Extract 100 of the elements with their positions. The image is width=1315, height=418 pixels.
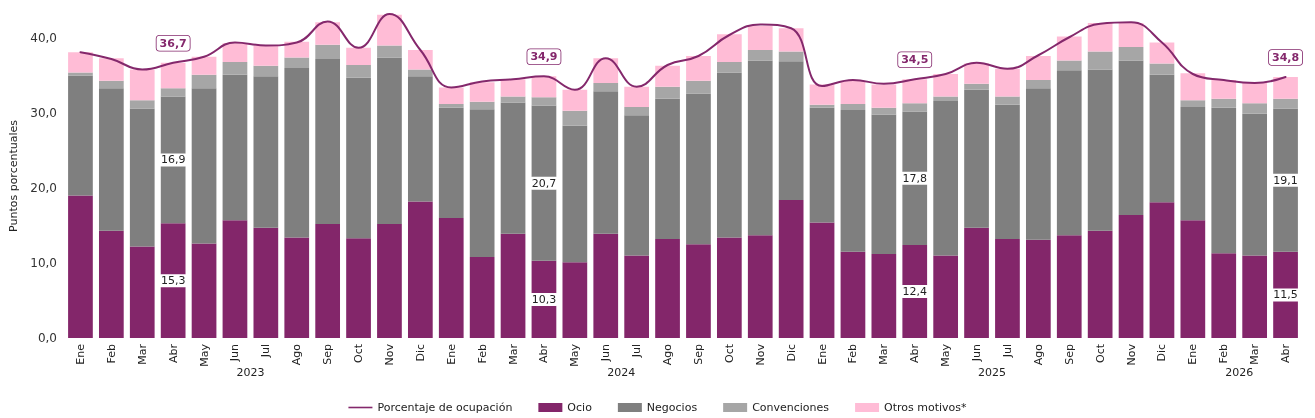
legend-label: Porcentaje de ocupación xyxy=(377,401,513,414)
bar xyxy=(1118,60,1144,215)
bar xyxy=(469,101,495,110)
bar xyxy=(191,243,217,338)
bar xyxy=(68,195,93,338)
bar xyxy=(778,28,804,52)
bar xyxy=(500,233,526,338)
bar xyxy=(253,45,279,66)
bar xyxy=(469,82,495,102)
x-tick-label: Nov xyxy=(1124,343,1138,366)
x-tick-label: Ago xyxy=(290,343,304,366)
data-label: 34,9 xyxy=(530,50,558,64)
bar xyxy=(1149,74,1175,203)
bar xyxy=(995,239,1020,338)
bar xyxy=(68,52,93,73)
bar xyxy=(655,98,680,239)
text: 2025 xyxy=(978,365,1006,379)
bar xyxy=(253,227,279,338)
bar xyxy=(809,84,835,105)
bar xyxy=(1025,239,1051,338)
bar xyxy=(284,237,310,338)
bar xyxy=(438,107,464,218)
bar xyxy=(129,108,155,247)
x-tick-label: Abr xyxy=(908,343,922,364)
y-tick-label: 0,0 xyxy=(37,331,57,345)
bar xyxy=(624,86,650,107)
bar xyxy=(253,65,279,77)
x-tick-label: Jun xyxy=(228,343,242,363)
bar xyxy=(438,218,464,338)
bar xyxy=(840,251,866,338)
bar xyxy=(655,239,680,338)
bar xyxy=(593,233,619,338)
bar xyxy=(778,61,804,200)
bar xyxy=(840,110,866,252)
x-tick-label: Feb xyxy=(846,343,860,364)
data-label: 17,8 xyxy=(902,171,927,185)
x-tick-label: Ene xyxy=(73,343,87,365)
bar xyxy=(253,76,279,228)
x-tick-label: Sep xyxy=(321,343,335,365)
bar xyxy=(1025,88,1051,240)
x-tick-label: Nov xyxy=(382,343,396,366)
bar xyxy=(871,114,897,254)
bar xyxy=(624,107,650,116)
bar xyxy=(346,47,371,65)
x-tick-label: Jun xyxy=(599,343,613,363)
bar xyxy=(1056,36,1082,61)
x-tick-label: Ene xyxy=(815,343,829,365)
bar xyxy=(995,96,1020,105)
bar xyxy=(191,88,217,244)
bar xyxy=(1180,73,1206,101)
x-tick-label: Abr xyxy=(1279,343,1293,364)
bar xyxy=(315,44,341,59)
bar xyxy=(438,104,464,108)
bar xyxy=(1118,47,1144,61)
x-tick-label: Mar xyxy=(1248,343,1262,365)
bar xyxy=(1056,235,1082,338)
bar xyxy=(871,84,897,108)
x-tick-label: May xyxy=(939,343,953,367)
x-tick-label: Mar xyxy=(877,343,891,365)
x-tick-label: Sep xyxy=(1062,343,1076,365)
x-tick-label: Jul xyxy=(630,344,644,359)
bar xyxy=(377,224,402,338)
bar xyxy=(1118,215,1144,338)
bar xyxy=(284,57,310,68)
legend-label: Ocio xyxy=(567,401,593,414)
bar xyxy=(500,96,526,103)
bar xyxy=(191,56,217,75)
bar xyxy=(1087,23,1113,52)
x-tick-label: Nov xyxy=(753,343,767,366)
bar xyxy=(469,109,495,257)
bar xyxy=(747,26,773,50)
bar xyxy=(222,220,248,338)
bar xyxy=(98,80,124,89)
bar xyxy=(716,237,742,338)
bar xyxy=(1273,98,1298,109)
text: 2024 xyxy=(607,365,636,379)
bar xyxy=(1273,77,1298,99)
x-tick-label: Abr xyxy=(166,343,180,364)
data-label: 36,7 xyxy=(159,36,187,50)
bar xyxy=(686,80,711,94)
bar xyxy=(716,34,742,62)
x-tick-label: Oct xyxy=(722,343,736,364)
bar xyxy=(1025,80,1051,89)
bar xyxy=(655,86,680,99)
bar xyxy=(129,69,155,101)
x-tick-label: Feb xyxy=(475,343,489,364)
bar xyxy=(716,62,742,73)
x-tick-label: Jun xyxy=(970,343,984,363)
bar xyxy=(964,63,989,84)
bar xyxy=(438,87,464,104)
bar xyxy=(933,255,959,338)
bar xyxy=(1242,255,1268,338)
x-tick-label: Feb xyxy=(104,343,118,364)
bar xyxy=(191,74,217,89)
bar xyxy=(346,77,371,239)
legend-label: Convenciones xyxy=(752,401,830,414)
x-tick-label: Jul xyxy=(259,344,273,359)
bar xyxy=(500,102,526,234)
bar xyxy=(933,96,959,101)
bar xyxy=(562,110,588,126)
